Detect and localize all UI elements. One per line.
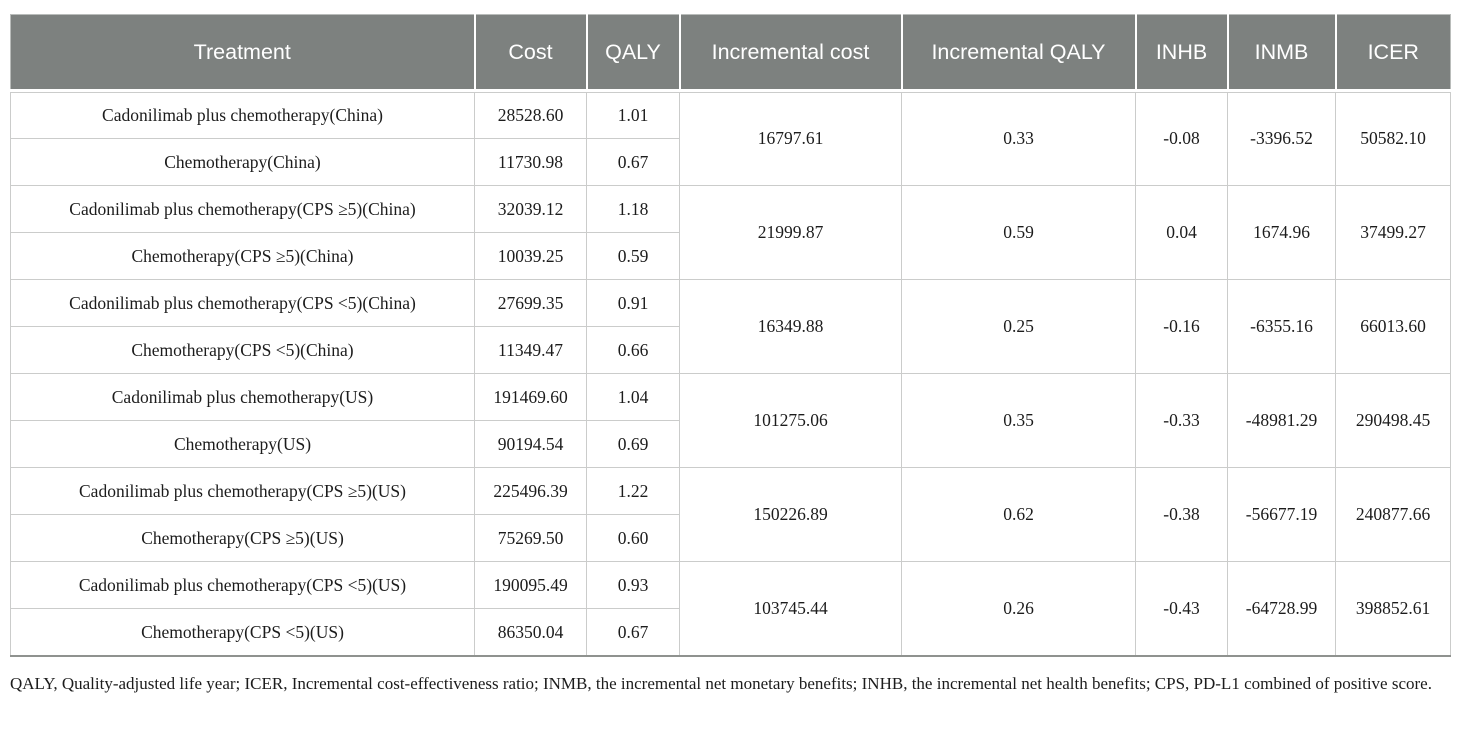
incremental-qaly-cell: 0.25 [901,279,1136,374]
cost-cell: 90194.54 [474,420,587,468]
cost-cell: 32039.12 [474,185,587,233]
icer-cell: 398852.61 [1335,561,1451,657]
table-row: Chemotherapy(China) 11730.98 0.67 [10,138,1451,186]
qaly-cell: 1.04 [586,373,680,421]
col-header-cost: Cost [473,14,587,92]
treatment-cell: Cadonilimab plus chemotherapy(CPS ≥5)(US… [10,467,475,515]
col-header-icer: ICER [1334,14,1451,92]
cost-cell: 86350.04 [474,608,587,657]
inmb-cell: -3396.52 [1227,90,1336,186]
inmb-cell: -56677.19 [1227,467,1336,562]
cost-cell: 10039.25 [474,232,587,280]
cost-cell: 191469.60 [474,373,587,421]
incremental-qaly-cell: 0.26 [901,561,1136,657]
treatment-cell: Chemotherapy(CPS ≥5)(China) [10,232,475,280]
table-row: Cadonilimab plus chemotherapy(China) 285… [10,90,1451,186]
qaly-cell: 1.01 [586,90,680,139]
treatment-cell: Cadonilimab plus chemotherapy(China) [10,90,475,139]
inhb-cell: -0.43 [1135,561,1228,657]
cost-cell: 28528.60 [474,90,587,139]
inhb-cell: 0.04 [1135,185,1228,280]
cost-cell: 190095.49 [474,561,587,609]
cost-cell: 225496.39 [474,467,587,515]
cost-cell: 75269.50 [474,514,587,562]
incremental-qaly-cell: 0.35 [901,373,1136,468]
incremental-cost-cell: 150226.89 [679,467,902,562]
table-footnote: QALY, Quality-adjusted life year; ICER, … [10,674,1432,693]
incremental-cost-cell: 16797.61 [679,90,902,186]
table-row: Chemotherapy(CPS <5)(US) 86350.04 0.67 [10,608,1451,657]
cost-cell: 27699.35 [474,279,587,327]
table-row: Chemotherapy(CPS ≥5)(US) 75269.50 0.60 [10,514,1451,562]
treatment-cell: Cadonilimab plus chemotherapy(CPS ≥5)(Ch… [10,185,475,233]
icer-cell: 50582.10 [1335,90,1451,186]
inmb-cell: -64728.99 [1227,561,1336,657]
qaly-cell: 0.59 [586,232,680,280]
treatment-cell: Chemotherapy(China) [10,138,475,186]
qaly-cell: 0.66 [586,326,680,374]
incremental-qaly-cell: 0.59 [901,185,1136,280]
qaly-cell: 1.18 [586,185,680,233]
table-row: Chemotherapy(US) 90194.54 0.69 [10,420,1451,468]
treatment-cell: Chemotherapy(US) [10,420,475,468]
table-body: Cadonilimab plus chemotherapy(China) 285… [10,90,1451,657]
icer-cell: 290498.45 [1335,373,1451,468]
inhb-cell: -0.33 [1135,373,1228,468]
icer-cell: 66013.60 [1335,279,1451,374]
qaly-cell: 0.67 [586,608,680,657]
table-row: Cadonilimab plus chemotherapy(CPS <5)(US… [10,561,1451,657]
table-row: Chemotherapy(CPS <5)(China) 11349.47 0.6… [10,326,1451,374]
table-row: Cadonilimab plus chemotherapy(US) 191469… [10,373,1451,468]
inmb-cell: -48981.29 [1227,373,1336,468]
qaly-cell: 0.60 [586,514,680,562]
treatment-cell: Chemotherapy(CPS <5)(China) [10,326,475,374]
col-header-qaly: QALY [585,14,680,92]
treatment-cell: Chemotherapy(CPS <5)(US) [10,608,475,657]
inhb-cell: -0.16 [1135,279,1228,374]
incremental-cost-cell: 103745.44 [679,561,902,657]
table-row: Cadonilimab plus chemotherapy(CPS ≥5)(Ch… [10,185,1451,280]
icer-cell: 240877.66 [1335,467,1451,562]
cost-cell: 11349.47 [474,326,587,374]
incremental-cost-cell: 16349.88 [679,279,902,374]
qaly-cell: 1.22 [586,467,680,515]
treatment-cell: Cadonilimab plus chemotherapy(CPS <5)(Ch… [10,279,475,327]
qaly-cell: 0.93 [586,561,680,609]
cost-effectiveness-table: Treatment Cost QALY Incremental cost Inc… [10,14,1451,657]
qaly-cell: 0.67 [586,138,680,186]
incremental-qaly-cell: 0.62 [901,467,1136,562]
treatment-cell: Cadonilimab plus chemotherapy(US) [10,373,475,421]
qaly-cell: 0.91 [586,279,680,327]
col-header-inmb: INMB [1226,14,1336,92]
col-header-incremental-cost: Incremental cost [678,14,902,92]
table-row: Cadonilimab plus chemotherapy(CPS <5)(Ch… [10,279,1451,374]
icer-cell: 37499.27 [1335,185,1451,280]
col-header-inhb: INHB [1134,14,1228,92]
col-header-treatment: Treatment [10,14,475,92]
header-row: Treatment Cost QALY Incremental cost Inc… [10,14,1451,92]
incremental-qaly-cell: 0.33 [901,90,1136,186]
treatment-cell: Chemotherapy(CPS ≥5)(US) [10,514,475,562]
inmb-cell: -6355.16 [1227,279,1336,374]
qaly-cell: 0.69 [586,420,680,468]
cost-cell: 11730.98 [474,138,587,186]
incremental-cost-cell: 101275.06 [679,373,902,468]
incremental-cost-cell: 21999.87 [679,185,902,280]
inhb-cell: -0.08 [1135,90,1228,186]
col-header-incremental-qaly: Incremental QALY [900,14,1136,92]
treatment-cell: Cadonilimab plus chemotherapy(CPS <5)(US… [10,561,475,609]
inhb-cell: -0.38 [1135,467,1228,562]
table-row: Cadonilimab plus chemotherapy(CPS ≥5)(US… [10,467,1451,562]
table-row: Chemotherapy(CPS ≥5)(China) 10039.25 0.5… [10,232,1451,280]
table-header: Treatment Cost QALY Incremental cost Inc… [10,14,1451,92]
inmb-cell: 1674.96 [1227,185,1336,280]
